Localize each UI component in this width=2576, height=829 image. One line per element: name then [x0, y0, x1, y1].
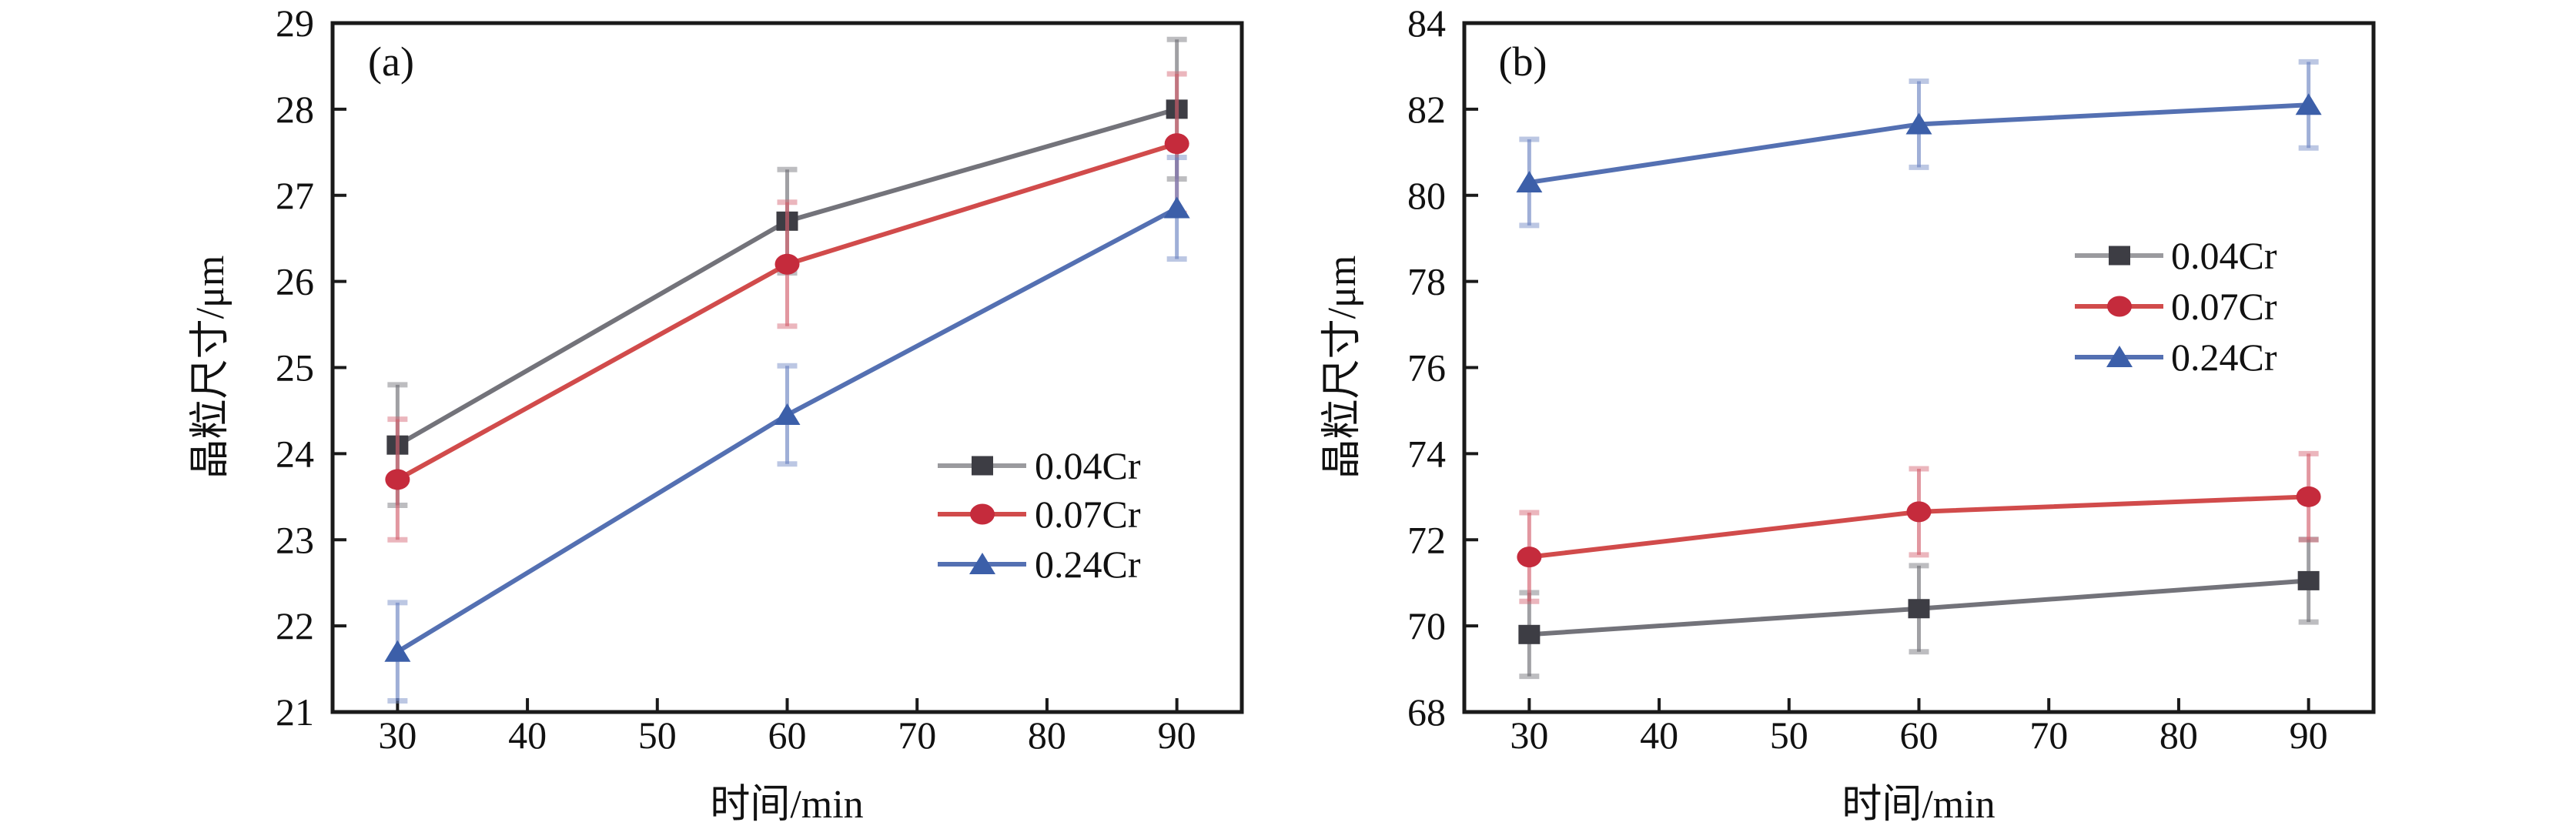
data-point-marker-circle — [2107, 296, 2132, 317]
data-point-marker-circle — [970, 503, 995, 525]
data-point-marker-circle — [1517, 547, 1542, 568]
data-point-marker-circle — [1164, 133, 1189, 155]
data-point-marker-triangle — [1905, 112, 1932, 135]
legend-item: 0.07Cr — [938, 493, 1141, 536]
y-axis-tick-label: 78 — [1407, 260, 1446, 303]
y-axis-tick-label: 27 — [276, 174, 314, 217]
x-axis-tick-label: 90 — [1158, 714, 1196, 757]
data-point-marker-square — [1518, 624, 1541, 644]
chart-panel-b: 30 40 50 60 70 80 90 68 70 72 74 76 78 80 82 84 0.04Cr 0.… — [1320, 2, 2376, 827]
data-point-marker-square — [2109, 246, 2130, 266]
x-axis-tick-label: 80 — [2159, 714, 2198, 757]
y-axis-tick-label: 68 — [1407, 690, 1446, 734]
y-axis-tick-label: 22 — [276, 604, 314, 647]
x-axis-tick-label: 30 — [1510, 714, 1548, 757]
legend-item: 0.24Cr — [938, 543, 1141, 586]
y-axis-tick-label: 21 — [276, 690, 314, 734]
x-axis-tick-label: 40 — [508, 714, 547, 757]
x-axis-tick-label: 70 — [898, 714, 936, 757]
data-point-marker-square — [972, 456, 993, 476]
legend-label: 0.24Cr — [2171, 336, 2277, 379]
y-axis-title: 晶粒尺寸/μm — [1320, 256, 1364, 480]
legend-item: 0.24Cr — [2075, 336, 2277, 379]
data-point-marker-circle — [2296, 486, 2321, 507]
y-axis-tick-label: 76 — [1407, 346, 1446, 389]
y-axis-tick-label: 24 — [276, 432, 314, 475]
y-axis-tick-label: 23 — [276, 518, 314, 561]
data-point-marker-circle — [1906, 501, 1932, 523]
y-axis-tick-label: 82 — [1407, 88, 1446, 131]
y-axis-title: 晶粒尺寸/μm — [189, 256, 233, 480]
x-axis-tick-label: 60 — [768, 714, 807, 757]
y-axis-tick-label: 72 — [1407, 518, 1446, 561]
x-axis-tick-label: 80 — [1028, 714, 1066, 757]
legend-label: 0.04Cr — [1035, 444, 1141, 487]
x-axis-tick-label: 50 — [638, 714, 677, 757]
y-axis-tick-label: 29 — [276, 2, 314, 45]
y-axis-tick-label: 70 — [1407, 604, 1446, 647]
data-point-marker-triangle — [2295, 93, 2322, 115]
x-axis-tick-label: 90 — [2290, 714, 2328, 757]
data-point-marker-square — [2297, 570, 2320, 590]
legend-label: 0.24Cr — [1035, 543, 1141, 586]
data-point-marker-triangle — [2106, 346, 2133, 367]
legend-label: 0.04Cr — [2171, 234, 2277, 277]
panel-label: (a) — [368, 38, 414, 85]
y-axis-tick-label: 84 — [1407, 2, 1446, 45]
y-axis-tick-label: 80 — [1407, 174, 1446, 217]
legend-item: 0.04Cr — [938, 444, 1141, 487]
data-point-marker-triangle — [774, 403, 801, 426]
data-point-marker-triangle — [969, 553, 995, 574]
data-point-marker-triangle — [1516, 170, 1543, 192]
x-axis-tick-label: 70 — [2029, 714, 2068, 757]
x-axis-tick-label: 40 — [1640, 714, 1678, 757]
data-point-marker-triangle — [384, 640, 411, 662]
data-point-marker-circle — [774, 253, 800, 275]
x-axis-tick-label: 60 — [1900, 714, 1939, 757]
y-axis-tick-label: 26 — [276, 260, 314, 303]
y-axis-tick-label: 28 — [276, 88, 314, 131]
panel-label: (b) — [1499, 38, 1547, 85]
x-axis-tick-label: 50 — [1770, 714, 1808, 757]
x-axis-tick-label: 30 — [378, 714, 417, 757]
data-point-marker-circle — [385, 469, 410, 490]
legend-item: 0.04Cr — [2075, 234, 2277, 277]
legend-label: 0.07Cr — [1035, 493, 1141, 536]
x-axis-title: 时间/min — [710, 783, 863, 827]
chart-panel-a: 30 40 50 60 70 80 90 21 22 23 24 25 26 27 28 29 0.04Cr 0.… — [189, 2, 1244, 827]
x-axis-title: 时间/min — [1842, 783, 1995, 827]
y-axis-tick-label: 74 — [1407, 432, 1446, 475]
legend-item: 0.07Cr — [2075, 285, 2277, 328]
data-point-marker-triangle — [1163, 196, 1190, 219]
legend-label: 0.07Cr — [2171, 285, 2277, 328]
data-point-marker-square — [1908, 599, 1930, 619]
y-axis-tick-label: 25 — [276, 346, 314, 389]
